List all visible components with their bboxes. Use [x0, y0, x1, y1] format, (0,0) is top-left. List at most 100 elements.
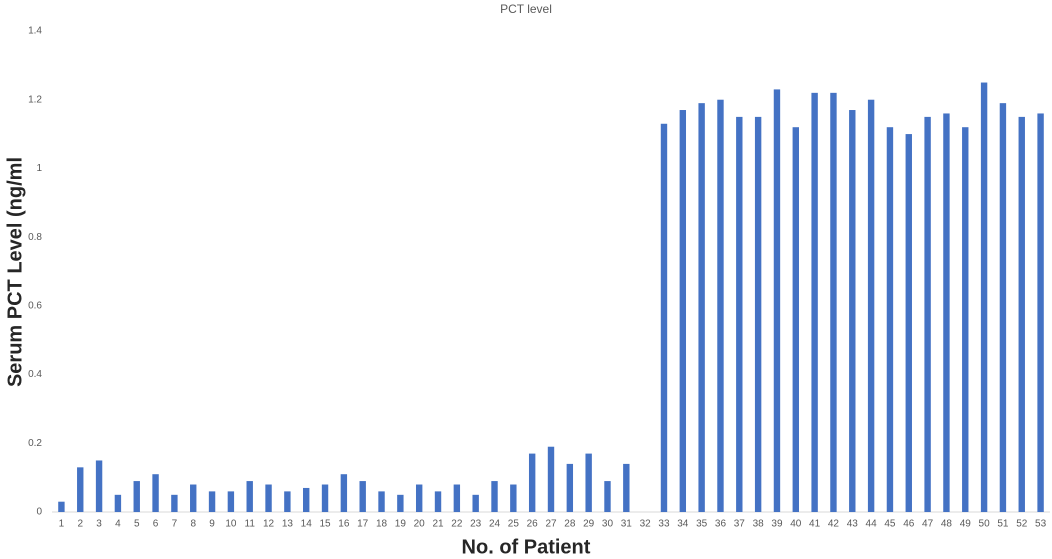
bar	[415, 484, 423, 512]
bar	[77, 467, 84, 512]
bar	[886, 127, 894, 512]
x-tick-label: 21	[432, 519, 444, 530]
x-tick-label: 31	[621, 519, 633, 530]
bar	[754, 116, 762, 513]
bar	[378, 491, 385, 512]
x-tick-label: 7	[172, 519, 178, 530]
y-tick-label: 0.8	[28, 232, 42, 243]
bar	[849, 110, 856, 513]
bar	[114, 494, 122, 512]
y-tick-label: 1.2	[28, 94, 42, 105]
x-tick-label: 39	[771, 519, 783, 530]
x-tick-label: 52	[1016, 519, 1028, 530]
bar	[566, 463, 574, 512]
x-tick-label: 37	[734, 519, 746, 530]
x-tick-label: 24	[489, 519, 501, 530]
x-tick-label: 40	[790, 519, 802, 530]
bar	[867, 99, 875, 512]
x-tick-label: 2	[77, 519, 83, 530]
bar	[171, 494, 178, 512]
x-tick-label: 53	[1035, 519, 1047, 530]
x-tick-label: 6	[153, 519, 159, 530]
y-tick-label: 0.2	[28, 438, 42, 449]
x-tick-label: 43	[847, 519, 859, 530]
bar	[208, 491, 216, 512]
bar	[95, 460, 103, 512]
bar	[190, 484, 197, 512]
bar	[491, 481, 498, 512]
bar	[1037, 113, 1044, 512]
bar	[924, 116, 931, 513]
x-tick-label: 30	[602, 519, 614, 530]
bar	[284, 491, 291, 512]
x-tick-label: 23	[470, 519, 482, 530]
y-axis-title: Serum PCT Level (ng/ml	[4, 157, 26, 387]
bar	[133, 481, 140, 512]
y-tick-label: 0.6	[28, 300, 42, 311]
x-tick-label: 50	[979, 519, 991, 530]
x-axis-title: No. of Patient	[462, 536, 591, 558]
x-tick-label: 8	[190, 519, 196, 530]
bar	[58, 501, 65, 512]
x-tick-label: 38	[753, 519, 765, 530]
x-tick-label: 18	[376, 519, 388, 530]
y-tick-label: 1	[36, 163, 42, 174]
bar	[1018, 116, 1025, 513]
x-tick-label: 45	[884, 519, 896, 530]
x-tick-label: 41	[809, 519, 821, 530]
bar	[811, 92, 818, 512]
bar	[321, 484, 329, 512]
bar	[453, 484, 461, 512]
bar	[246, 481, 253, 512]
x-tick-label: 14	[301, 519, 313, 530]
bar	[980, 82, 988, 513]
bar	[340, 474, 348, 512]
x-tick-label: 13	[282, 519, 294, 530]
x-tick-label: 25	[508, 519, 520, 530]
bar	[698, 103, 705, 513]
x-tick-label: 22	[451, 519, 463, 530]
bar	[585, 453, 592, 512]
x-tick-label: 42	[828, 519, 840, 530]
x-tick-label: 36	[715, 519, 727, 530]
x-tick-label: 48	[941, 519, 953, 530]
bar	[830, 92, 837, 512]
x-tick-label: 34	[677, 519, 689, 530]
bar	[717, 99, 724, 512]
bar	[303, 487, 310, 512]
y-tick-label: 1.4	[28, 26, 42, 37]
bar	[547, 446, 555, 512]
bar	[265, 484, 272, 512]
bar	[679, 110, 687, 513]
bar	[905, 134, 912, 513]
bar	[472, 494, 479, 512]
bar	[623, 463, 630, 512]
y-tick-label: 0	[36, 507, 42, 518]
bar	[792, 127, 799, 512]
x-tick-label: 32	[640, 519, 652, 530]
x-tick-label: 47	[922, 519, 934, 530]
x-tick-label: 1	[59, 519, 65, 530]
x-tick-label: 9	[209, 519, 215, 530]
x-tick-label: 20	[414, 519, 426, 530]
chart-title: PCT level	[500, 2, 552, 16]
x-tick-label: 26	[527, 519, 539, 530]
x-tick-label: 28	[564, 519, 576, 530]
y-tick-label: 0.4	[28, 369, 42, 380]
x-tick-label: 17	[357, 519, 369, 530]
bar	[528, 453, 536, 512]
x-tick-label: 46	[903, 519, 915, 530]
bar	[999, 103, 1007, 513]
bar	[604, 481, 611, 512]
bar	[736, 116, 743, 513]
x-tick-label: 49	[960, 519, 972, 530]
x-tick-label: 11	[245, 519, 256, 530]
bar	[152, 474, 159, 512]
x-tick-label: 44	[866, 519, 878, 530]
x-tick-label: 5	[134, 519, 140, 530]
x-tick-label: 16	[338, 519, 350, 530]
x-tick-label: 51	[997, 519, 1009, 530]
x-tick-label: 35	[696, 519, 708, 530]
